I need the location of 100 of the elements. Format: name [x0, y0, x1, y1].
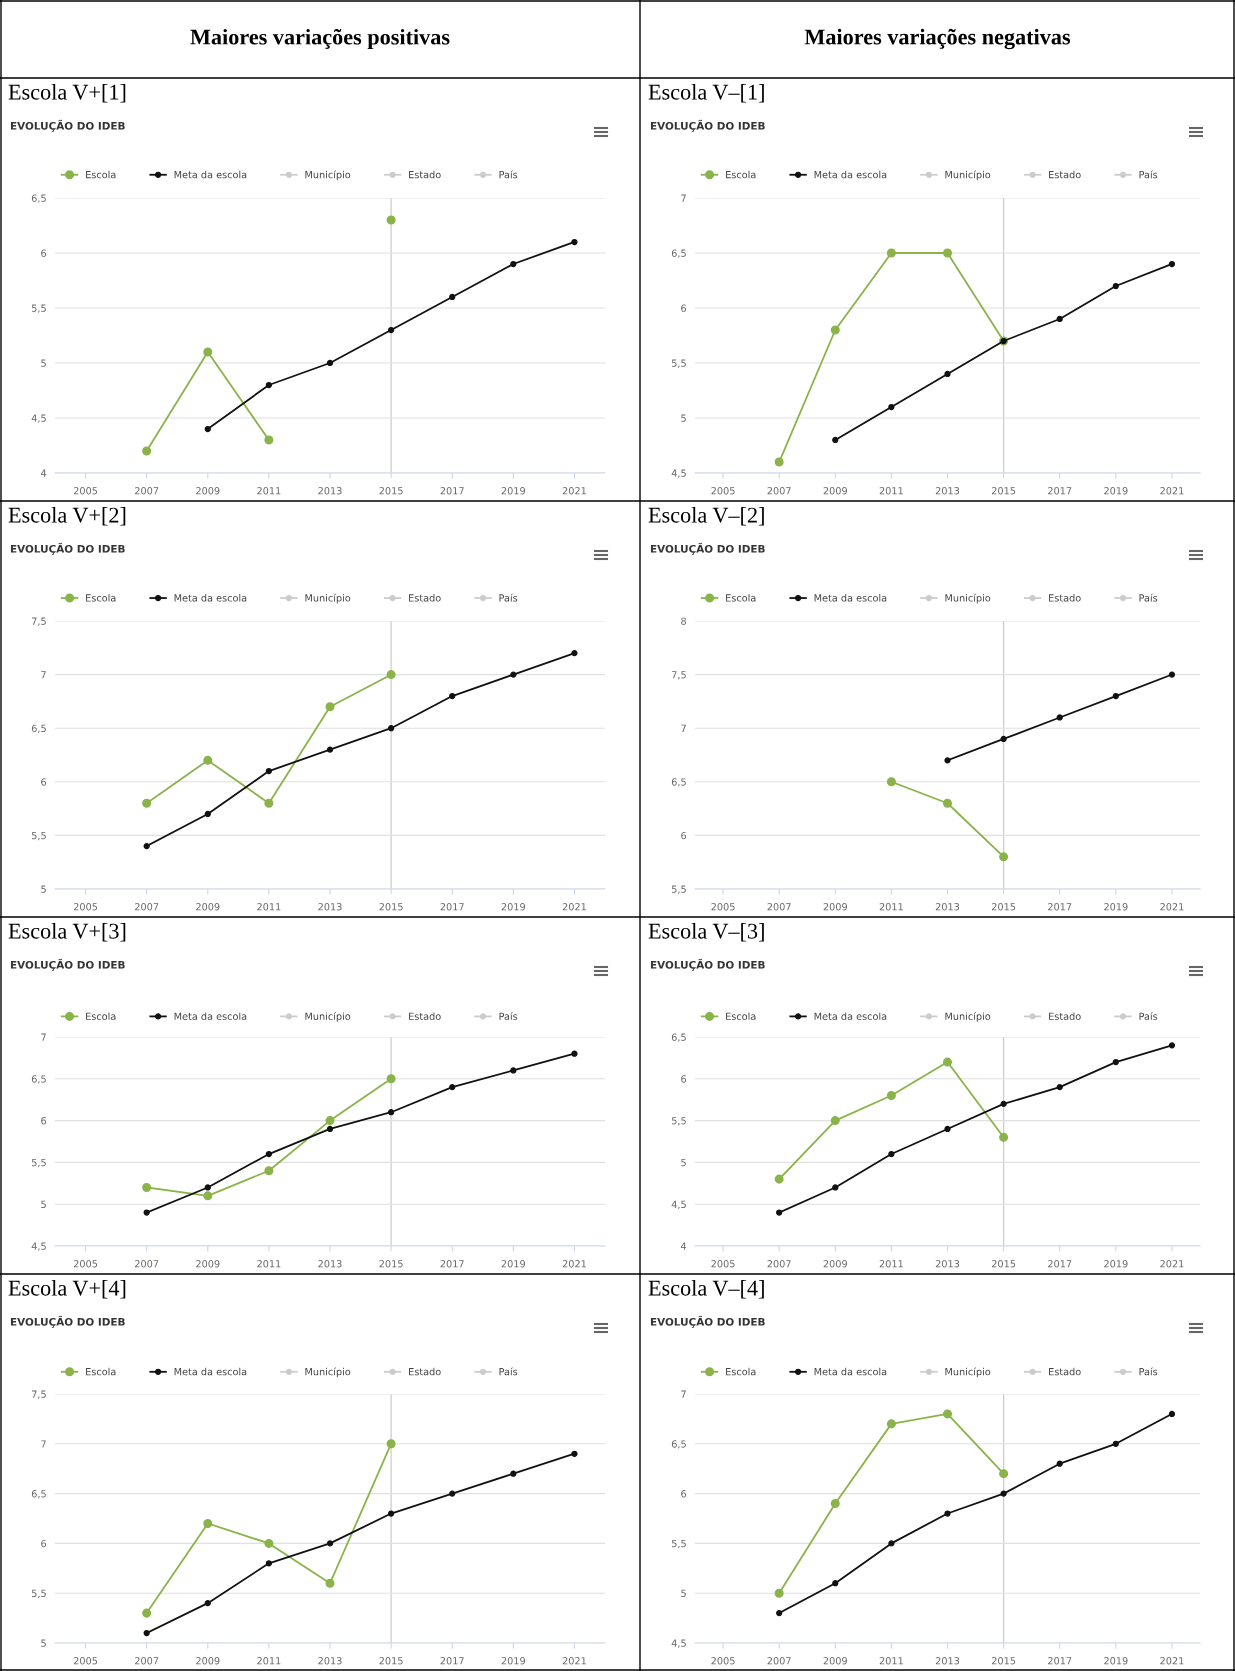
y-tick-label: 6 [681, 304, 687, 312]
y-tick-label: 4,5 [31, 1242, 46, 1251]
legend-label: Escola [86, 170, 116, 179]
x-tick-label: 2021 [1160, 1657, 1184, 1665]
y-tick-label: 6 [681, 1490, 687, 1498]
legend-label: Meta da escola [174, 594, 247, 602]
x-tick-label: 2019 [501, 1260, 526, 1268]
x-tick-label: 2015 [379, 903, 403, 911]
x-tick-label: 2017 [1048, 1657, 1072, 1665]
legend-label: País [499, 593, 518, 602]
legend-label: Município [305, 593, 351, 604]
y-tick-label: 6,5 [671, 1440, 686, 1449]
legend-label: Meta da escola [814, 170, 887, 179]
y-tick-label: 7 [41, 671, 46, 679]
y-tick-label: 7 [41, 1033, 46, 1041]
legend-label: Município [945, 170, 991, 181]
x-tick-label: 2011 [257, 1260, 281, 1268]
x-tick-label: 2007 [135, 1260, 159, 1268]
legend-label: Meta da escola [174, 1012, 247, 1020]
legend-label: Estado [409, 170, 441, 179]
legend-label: Estado [1049, 1012, 1081, 1020]
legend-label: Município [945, 1012, 991, 1022]
text: Maiores variações positivas [190, 28, 450, 50]
y-tick-label: 6 [41, 1539, 47, 1548]
x-tick-label: 2019 [1104, 1657, 1128, 1665]
x-tick-label: 2017 [440, 1260, 464, 1268]
y-tick-label: 6,5 [31, 1075, 46, 1084]
chart-subtitle: Escola V+[3] [8, 923, 126, 942]
x-tick-label: 2011 [879, 1657, 903, 1665]
legend-label: Município [305, 1012, 351, 1022]
x-tick-label: 2021 [562, 903, 586, 911]
y-tick-label: 5 [681, 1589, 686, 1598]
x-tick-label: 2019 [501, 903, 526, 911]
x-tick-label: 2007 [135, 903, 159, 911]
legend-label: Município [945, 593, 991, 604]
legend-label: País [499, 1012, 518, 1020]
legend-label: Escola [86, 1012, 116, 1020]
legend-label: Estado [409, 1367, 441, 1376]
chart-subtitle: Escola V–[3] [648, 923, 764, 942]
x-tick-label: 2007 [135, 1657, 159, 1665]
x-tick-label: 2021 [562, 1657, 586, 1665]
x-tick-label: 2007 [767, 487, 791, 495]
y-tick-label: 6,5 [31, 194, 46, 203]
legend-label: Escola [726, 594, 756, 602]
legend-label: País [1139, 1012, 1158, 1020]
y-tick-label: 6 [681, 1075, 687, 1083]
y-tick-label: 7 [681, 724, 686, 732]
x-tick-label: 2013 [935, 1260, 960, 1268]
y-tick-label: 6,5 [671, 778, 686, 787]
legend-label: Meta da escola [814, 1367, 887, 1376]
x-tick-label: 2017 [440, 1657, 464, 1665]
x-tick-label: 2019 [1104, 903, 1128, 911]
x-tick-label: 2019 [501, 487, 526, 495]
legend-label: Município [305, 170, 351, 181]
legend-label: Meta da escola [174, 1367, 247, 1376]
legend-label: Estado [1049, 594, 1081, 602]
x-tick-label: 2013 [318, 1260, 342, 1268]
x-tick-label: 2005 [711, 1260, 735, 1268]
y-tick-label: 6 [41, 249, 47, 257]
x-tick-label: 2007 [767, 903, 791, 911]
chart-title: EVOLUÇÃO DO IDEB [10, 542, 125, 555]
chart-subtitle: Escola V+[1] [8, 84, 126, 103]
y-tick-label: 5,5 [671, 885, 686, 894]
x-tick-label: 2013 [935, 1657, 960, 1665]
chart-subtitle: Escola V+[2] [8, 507, 126, 526]
y-tick-label: 7,5 [32, 1390, 46, 1399]
x-tick-label: 2005 [73, 903, 98, 911]
y-tick-label: 4,5 [31, 414, 46, 423]
x-tick-label: 2011 [257, 487, 281, 495]
y-tick-label: 6 [41, 1117, 47, 1125]
y-tick-label: 4,5 [671, 1639, 686, 1648]
legend-label: Estado [1049, 170, 1081, 179]
legend-label: Meta da escola [814, 594, 887, 602]
x-tick-label: 2005 [73, 487, 98, 495]
y-tick-label: 5,5 [31, 1159, 46, 1168]
y-tick-label: 4 [680, 1242, 687, 1250]
x-tick-label: 2017 [440, 487, 464, 495]
x-tick-label: 2015 [991, 1657, 1016, 1665]
y-tick-label: 7 [41, 1440, 46, 1448]
y-tick-label: 5,5 [671, 1117, 686, 1126]
y-tick-label: 5 [41, 885, 46, 893]
legend-label: País [499, 170, 518, 179]
legend-label: Escola [726, 170, 756, 179]
x-tick-label: 2009 [823, 487, 847, 495]
y-tick-label: 6,5 [31, 1490, 46, 1499]
x-tick-label: 2021 [562, 487, 586, 495]
legend-label: Escola [86, 594, 116, 602]
x-tick-label: 2011 [879, 1260, 903, 1268]
y-tick-label: 5,5 [31, 832, 46, 841]
x-tick-label: 2013 [935, 903, 960, 911]
x-tick-label: 2019 [501, 1657, 526, 1665]
x-tick-label: 2021 [1160, 903, 1184, 911]
x-tick-label: 2015 [379, 1260, 403, 1268]
x-tick-label: 2007 [767, 1260, 791, 1268]
y-tick-label: 5,5 [671, 1540, 686, 1549]
x-tick-label: 2005 [73, 1260, 98, 1268]
y-tick-label: 7 [681, 194, 686, 202]
legend-label: Estado [409, 594, 441, 602]
x-tick-label: 2011 [879, 903, 903, 911]
x-tick-label: 2009 [196, 903, 220, 911]
